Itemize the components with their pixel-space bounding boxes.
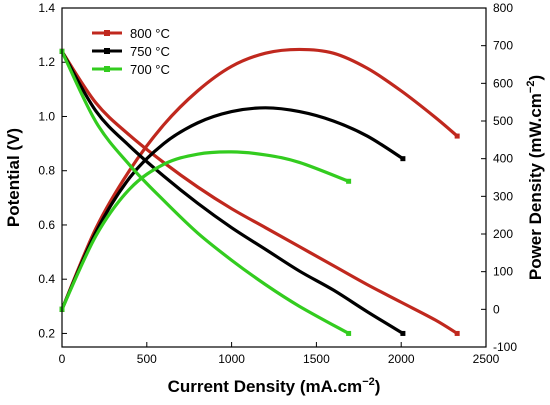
y-right-axis-title-sup: −2 (525, 81, 537, 94)
series-layer (59, 47, 460, 336)
y-right-tick-label: 600 (493, 76, 513, 90)
x-tick-label: 2000 (388, 352, 415, 366)
legend-800-label: 800 °C (130, 26, 170, 41)
y-left-tick-label: 1.0 (38, 109, 55, 123)
x-axis-title-sup: −2 (362, 376, 375, 388)
y-right-tick-label: 200 (493, 227, 513, 241)
x-axis-title-end: ) (375, 377, 381, 396)
y-right-tick-label: 100 (493, 265, 513, 279)
x-tick-label: 2500 (473, 352, 500, 366)
y-left-tick-label: 1.2 (38, 55, 55, 69)
x-tick-label: 1000 (218, 352, 245, 366)
y-left-tick-label: 0.2 (38, 326, 55, 340)
series-750-voltage-line (60, 49, 405, 336)
y-left-tick-label: 1.4 (38, 1, 55, 15)
y-right-tick-label: 0 (493, 302, 500, 316)
y-right-tick-label: 800 (493, 1, 513, 15)
y-left-axis-title: Potential (V) (4, 128, 23, 227)
y-left-tick-label: 0.8 (38, 164, 55, 178)
legend-800-marker (104, 30, 110, 36)
y-right-axis-title-end: ) (526, 75, 545, 81)
series-800-power-line (60, 47, 459, 311)
tick-labels: 0 500 1000 1500 2000 25000.20.40.60.81.01.21.… (38, 1, 517, 366)
y-right-tick-label: 300 (493, 189, 513, 203)
x-axis-title: Current Density (mA.cm−2) (168, 376, 381, 396)
series-700-power-line (60, 150, 351, 311)
series-750-marker (400, 156, 406, 162)
x-axis-title-main: Current Density (mA.cm (168, 377, 363, 396)
x-tick-label: 500 (137, 352, 157, 366)
y-right-tick-label: 400 (493, 152, 513, 166)
series-700-marker (346, 178, 352, 184)
series-750-marker (400, 330, 406, 336)
plot-frame (61, 7, 487, 348)
y-right-axis-title: Power Density (mW.cm−2) (525, 75, 545, 280)
series-700-voltage-line (60, 49, 351, 336)
series-800-voltage-line (60, 49, 459, 336)
y-right-tick-label: 700 (493, 39, 513, 53)
y-left-tick-label: 0.4 (38, 272, 55, 286)
y-right-tick-label: -100 (493, 340, 517, 354)
y-right-axis-title-main: Power Density (mW.cm (526, 93, 545, 280)
series-800-marker (454, 133, 460, 139)
legend-700-label: 700 °C (130, 62, 170, 77)
legend: 800 °C 750 °C 700 °C (92, 26, 170, 77)
y-right-tick-label: 500 (493, 114, 513, 128)
series-700-marker (346, 330, 352, 336)
x-tick-label: 0 (59, 352, 66, 366)
legend-700-marker (104, 66, 110, 72)
legend-750-label: 750 °C (130, 44, 170, 59)
x-tick-label: 1500 (303, 352, 330, 366)
series-750-power-line (60, 106, 405, 311)
legend-750-marker (104, 48, 110, 54)
y-left-tick-label: 0.6 (38, 218, 55, 232)
series-800-marker (454, 330, 460, 336)
